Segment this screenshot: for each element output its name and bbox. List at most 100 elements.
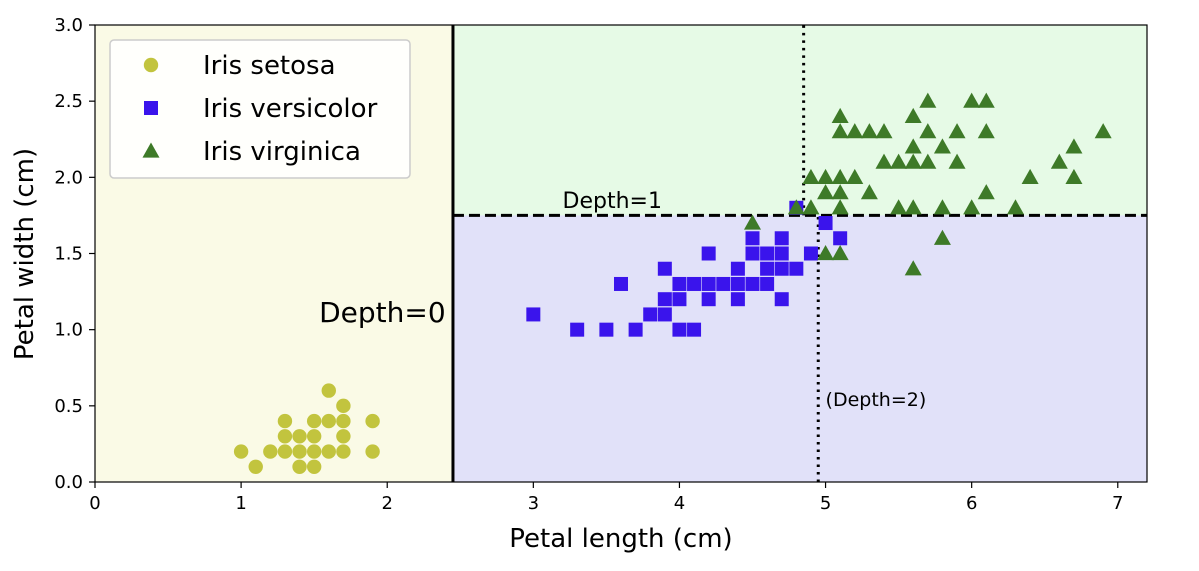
triangle-point xyxy=(904,199,922,215)
triangle-point xyxy=(1007,199,1024,215)
triangle-point xyxy=(904,138,922,154)
decision-region-1 xyxy=(452,25,1147,216)
x-tick-label: 5 xyxy=(820,493,831,514)
square-point xyxy=(701,276,716,291)
triangle-point xyxy=(817,184,835,200)
triangle-point xyxy=(977,123,995,139)
x-tick-label: 4 xyxy=(674,493,685,514)
legend-triangle-marker xyxy=(142,142,160,158)
triangle-point xyxy=(831,107,849,124)
triangle-point xyxy=(890,199,908,215)
triangle-point xyxy=(860,123,878,139)
square-point xyxy=(774,261,789,276)
circle-point xyxy=(263,444,278,459)
square-point xyxy=(672,276,687,291)
triangle-point xyxy=(904,153,922,169)
square-point xyxy=(745,231,760,246)
y-tick-label: 2.0 xyxy=(54,167,83,188)
square-point xyxy=(833,231,848,246)
circle-point xyxy=(248,459,263,474)
annotation-depth-1: Depth=1 xyxy=(563,189,662,214)
triangle-point xyxy=(831,123,849,139)
x-tick-label: 6 xyxy=(966,493,977,514)
series-square xyxy=(526,200,848,337)
square-point xyxy=(745,276,760,291)
square-point xyxy=(774,292,789,307)
x-tick-label: 2 xyxy=(381,493,392,514)
circle-point xyxy=(306,444,322,459)
triangle-point xyxy=(904,107,922,124)
triangle-point xyxy=(890,153,908,169)
triangle-point xyxy=(948,123,966,139)
circle-point xyxy=(336,429,351,444)
triangle-point xyxy=(963,92,981,108)
decision-region-2 xyxy=(452,215,1147,482)
triangle-point xyxy=(846,123,864,139)
square-point xyxy=(730,276,745,291)
square-point xyxy=(818,216,833,231)
depth-annotations: Depth=0 Depth=1 (Depth=2) xyxy=(319,189,926,411)
annotation-depth-2: (Depth=2) xyxy=(826,389,927,411)
triangle-point xyxy=(919,92,937,108)
circle-point xyxy=(365,444,380,459)
circle-point xyxy=(277,413,293,429)
triangle-point xyxy=(933,199,951,215)
triangle-point xyxy=(919,123,937,139)
circle-point xyxy=(306,413,322,429)
square-point xyxy=(628,322,643,337)
circle-point xyxy=(306,459,322,474)
square-point xyxy=(643,307,658,322)
circle-point xyxy=(336,444,351,459)
circle-point xyxy=(321,383,336,398)
y-tick-label: 0.5 xyxy=(54,396,83,417)
square-point xyxy=(570,322,585,337)
x-tick-label: 3 xyxy=(528,493,539,514)
triangle-point xyxy=(948,153,966,169)
triangle-point xyxy=(919,153,937,169)
square-point xyxy=(774,231,789,246)
square-point xyxy=(760,246,775,261)
y-tick-label: 1.0 xyxy=(54,320,83,341)
annotation-depth-0: Depth=0 xyxy=(319,296,446,329)
triangle-point xyxy=(875,123,893,139)
circle-point xyxy=(336,398,351,414)
square-point xyxy=(730,292,745,307)
y-tick-label: 0.0 xyxy=(54,472,83,493)
square-point xyxy=(745,246,760,261)
triangle-point xyxy=(1065,138,1083,154)
series-circle xyxy=(233,383,380,474)
triangle-point xyxy=(846,168,864,184)
y-tick-label: 1.5 xyxy=(54,244,83,265)
square-point xyxy=(672,322,687,337)
axes: 0 1 2 3 4 5 6 7 0.0 0.5 1.0 1.5 2.0 2.5 3.0 xyxy=(54,15,1148,514)
legend-label: Iris versicolor xyxy=(203,94,378,124)
square-point xyxy=(701,292,716,307)
square-point xyxy=(657,307,672,322)
triangle-point xyxy=(977,184,995,200)
square-point xyxy=(526,307,541,322)
triangle-point xyxy=(860,184,878,200)
circle-point xyxy=(277,444,293,459)
y-tick-label: 2.5 xyxy=(54,91,83,112)
circle-point xyxy=(292,429,307,444)
square-point xyxy=(730,261,745,276)
square-point xyxy=(672,292,687,307)
square-point xyxy=(803,246,818,261)
triangle-point xyxy=(933,138,951,154)
legend-label: Iris setosa xyxy=(203,51,336,81)
x-tick-label: 1 xyxy=(235,493,246,514)
triangle-point xyxy=(817,168,835,184)
triangle-point xyxy=(831,184,849,200)
square-point xyxy=(657,292,672,307)
circle-point xyxy=(277,429,293,444)
triangle-point xyxy=(787,199,805,215)
triangle-point xyxy=(817,245,835,261)
circle-point xyxy=(365,413,380,429)
legend-circle-marker xyxy=(143,57,159,73)
triangle-point xyxy=(963,199,981,215)
triangle-point xyxy=(933,229,951,245)
triangle-point xyxy=(1065,168,1083,184)
y-axis-label: Petal width (cm) xyxy=(10,148,40,360)
x-tick-label: 0 xyxy=(89,493,100,514)
